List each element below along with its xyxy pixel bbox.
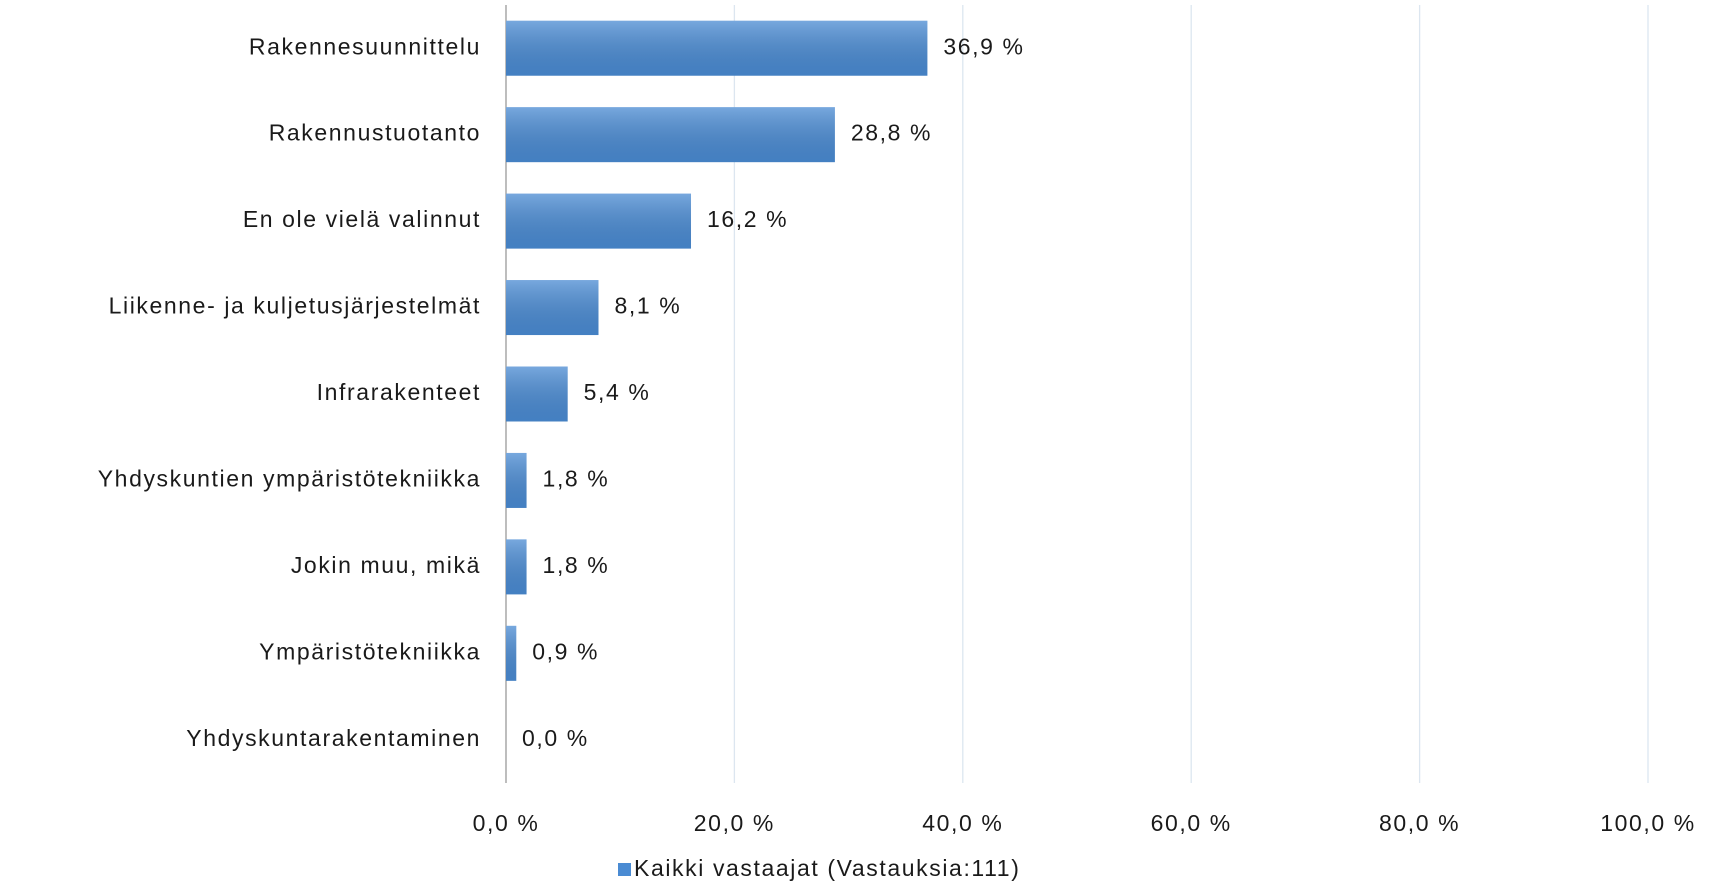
x-tick-label: 0,0 % (473, 810, 540, 836)
legend-label: Kaikki vastaajat (Vastauksia:111) (634, 855, 1020, 881)
value-label: 0,0 % (522, 725, 589, 751)
y-tick-label: Jokin muu, mikä (291, 552, 481, 578)
y-tick-label: Yhdyskuntarakentaminen (186, 725, 481, 751)
x-tick-label: 100,0 % (1600, 810, 1696, 836)
value-label: 1,8 % (543, 552, 610, 578)
value-label: 1,8 % (543, 466, 610, 492)
y-tick-label: Rakennustuotanto (269, 120, 481, 146)
value-label: 16,2 % (707, 206, 788, 232)
bar-shade (506, 20, 928, 76)
y-tick-label: Rakennesuunnittelu (249, 33, 481, 59)
y-tick-label: Liikenne- ja kuljetusjärjestelmät (109, 293, 481, 319)
bar-shade (506, 625, 517, 681)
value-label: 0,9 % (532, 638, 599, 664)
value-label: 36,9 % (943, 33, 1024, 59)
bar-shade (506, 193, 692, 249)
x-tick-label: 80,0 % (1379, 810, 1460, 836)
y-tick-label: Yhdyskuntien ympäristötekniikka (98, 466, 481, 492)
y-tick-label: Infrarakenteet (317, 379, 481, 405)
value-label: 5,4 % (584, 379, 651, 405)
bar-shade (506, 107, 835, 163)
bar-shade (506, 452, 527, 508)
bar-shade (506, 539, 527, 595)
value-label: 28,8 % (851, 120, 932, 146)
bar-shade (506, 280, 599, 336)
value-label: 8,1 % (615, 293, 682, 319)
bar-shade (506, 366, 568, 422)
x-tick-label: 60,0 % (1151, 810, 1232, 836)
y-tick-label: En ole vielä valinnut (243, 206, 481, 232)
y-tick-label: Ympäristötekniikka (259, 638, 481, 664)
x-tick-label: 20,0 % (694, 810, 775, 836)
legend-swatch (618, 863, 631, 876)
x-tick-label: 40,0 % (922, 810, 1003, 836)
